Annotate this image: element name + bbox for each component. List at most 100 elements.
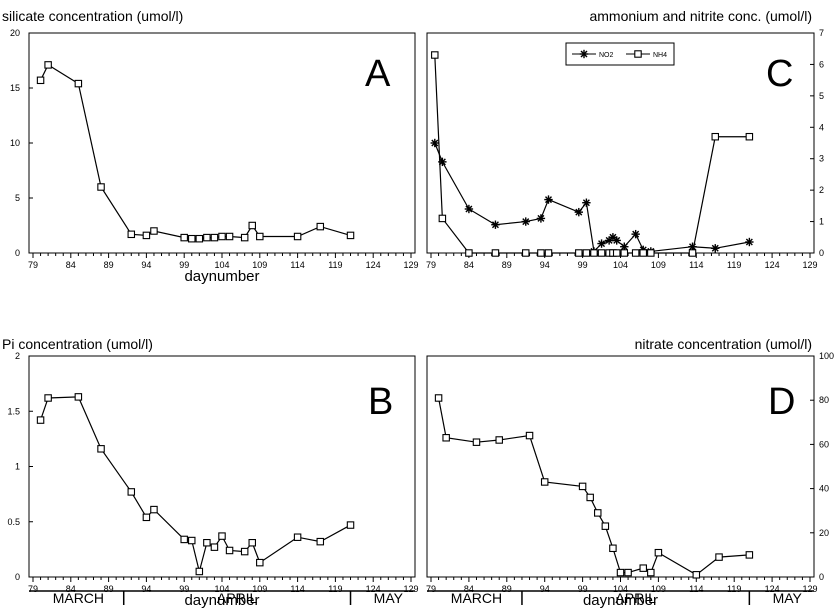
panel-d-xtick-label: 84 <box>464 584 474 594</box>
panel-c-data-point <box>491 220 500 229</box>
panel-a-data-point <box>203 233 211 242</box>
panel-c-data-point <box>544 195 553 204</box>
panel-c-xtick-label: 119 <box>727 260 741 270</box>
panel-d-xtick-label: 94 <box>540 584 550 594</box>
panel-a-xtick-label: 114 <box>290 260 304 270</box>
panel-b-frame <box>28 355 416 578</box>
panel-d-xtick-label: 119 <box>727 584 741 594</box>
panel-a-data-point <box>97 183 105 191</box>
panel-c-letter: C <box>766 53 793 95</box>
panel-a-data-point <box>150 227 158 235</box>
panel-a-xtick-label: 124 <box>366 260 381 270</box>
panel-c-xtick-label: 94 <box>540 260 550 270</box>
panel-d-xtick-label: 89 <box>502 584 512 594</box>
panel-b-ytick-label: 1.5 <box>7 406 20 416</box>
panel-d-data-point <box>624 568 632 577</box>
panel-d-data-point <box>647 568 655 577</box>
panel-d-ytick-label: 80 <box>819 395 829 405</box>
panel-d-data-point <box>442 434 450 442</box>
panel-d-xtick-label: 79 <box>426 584 436 594</box>
panel-c-data-point <box>745 237 754 247</box>
panel-d-data-point <box>745 551 754 559</box>
panel-c-xtick-label: 129 <box>802 260 817 270</box>
panel-d-data-point <box>586 493 594 502</box>
panel-d-data-point <box>540 478 549 486</box>
panel-d-xtick-label: 129 <box>802 584 817 594</box>
panel-d-data-point <box>616 568 625 577</box>
panel-d-title: nitrate concentration (umol/l) <box>635 336 812 352</box>
panel-c-legend <box>565 42 675 66</box>
panel-a-letter: A <box>365 53 391 95</box>
panel-b-xtick-label: 94 <box>141 584 151 594</box>
panel-a-data-point <box>142 231 151 240</box>
panel-b-month-label: MAY <box>374 590 404 606</box>
panel-d-ytick-label: 100 <box>819 351 834 361</box>
panel-a-data-point <box>248 221 256 230</box>
panel-c-xtick-label: 84 <box>464 260 474 270</box>
panel-b-data-point <box>248 538 256 547</box>
panel-d-ytick-label: 20 <box>819 528 829 538</box>
panel-d-month-label: MAY <box>773 590 803 606</box>
panel-b-data-point <box>293 533 302 541</box>
panel-a-xtick-label: 99 <box>179 260 189 270</box>
panel-c-data-point <box>620 249 629 257</box>
panel-c-data-point <box>521 249 530 257</box>
panel-c-ytick-label: 0 <box>819 248 824 258</box>
panel-d-data-point <box>715 553 723 561</box>
panel-a-data-point <box>127 230 136 239</box>
panel-b-data-point <box>218 532 226 540</box>
panel-d-data-point <box>578 482 587 491</box>
panel-d-data-point <box>601 522 610 530</box>
panel-b-series-0-line <box>39 396 351 572</box>
panel-c-ytick-label: 2 <box>819 185 824 195</box>
panel-a-data-point <box>180 233 188 242</box>
panel-c-data-point <box>711 244 720 253</box>
panel-d-xtick-label: 104 <box>613 584 628 594</box>
panel-c-title: ammonium and nitrite conc. (umol/l) <box>589 8 812 24</box>
panel-b-data-point <box>316 537 325 546</box>
panel-b-data-point <box>346 521 355 529</box>
panel-c-data-point <box>590 249 598 257</box>
panel-a-data-point <box>36 76 45 85</box>
panel-c-xtick-label: 109 <box>651 260 666 270</box>
panel-d-data-point <box>639 564 647 572</box>
panel-d-ytick-label: 60 <box>819 439 829 449</box>
panel-a-data-point <box>74 79 83 88</box>
panel-d-ytick-label: 0 <box>819 572 824 582</box>
panel-c-data-point <box>465 249 473 257</box>
panel-d-data-point <box>495 436 503 444</box>
panel-c-data-point <box>575 249 583 257</box>
panel-c-data-point <box>430 138 439 148</box>
panel-a-ytick-label: 0 <box>15 248 20 258</box>
panel-c-series-nh4-line <box>434 54 750 254</box>
panel-c-data-point <box>438 214 447 223</box>
panel-b-title: Pi concentration (umol/l) <box>2 336 153 352</box>
panel-a-data-point <box>225 232 234 241</box>
panel-c-data-point <box>631 229 640 239</box>
panel-d-data-point <box>594 509 602 517</box>
panel-c-data-point <box>620 242 629 251</box>
panel-b-ytick-label: 0.5 <box>7 517 20 527</box>
panel-a-xtick-label: 104 <box>214 260 229 270</box>
panel-d-data-point <box>434 394 443 402</box>
panel-c-xtick-label: 124 <box>765 260 780 270</box>
panel-c-data-point <box>688 249 697 257</box>
panel-b-data-point <box>97 445 105 453</box>
panel-d-month-label: MARCH <box>451 590 502 606</box>
panel-a-data-point <box>210 233 219 242</box>
panel-a-xtick-label: 84 <box>66 260 76 270</box>
panel-c-xtick-label: 99 <box>578 260 588 270</box>
panel-b-data-point <box>225 546 234 555</box>
panel-c-series-no2-line <box>434 142 750 253</box>
panel-a-data-point <box>44 61 52 69</box>
panel-a-xtick-label: 109 <box>252 260 267 270</box>
panel-c-data-point <box>544 249 553 257</box>
panel-b-month-label: MARCH <box>53 590 104 606</box>
panel-a-xtick-label: 89 <box>104 260 114 270</box>
panel-d-xlabel: daynumber <box>583 592 658 609</box>
panel-b-xtick-label: 114 <box>290 584 304 594</box>
panel-b-month-label: APRIL <box>217 590 258 606</box>
panel-c-data-point <box>639 249 647 257</box>
panel-a-data-point <box>195 234 204 243</box>
